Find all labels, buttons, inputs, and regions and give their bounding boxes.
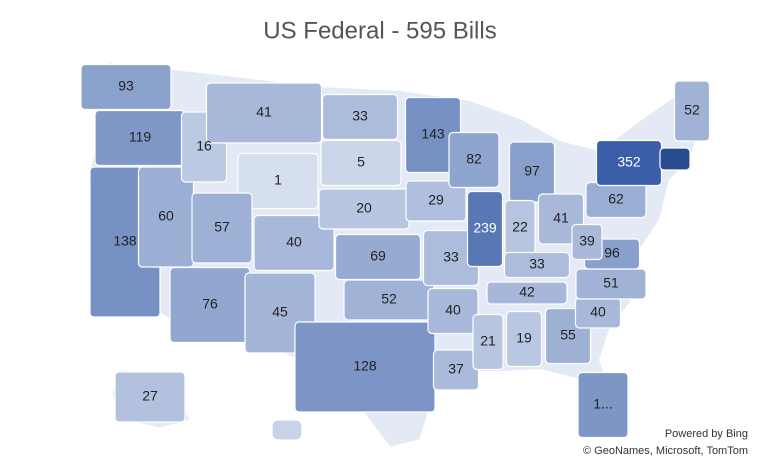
state bbox=[503, 251, 571, 279]
state-label: 352 bbox=[617, 154, 641, 170]
state-label: 60 bbox=[158, 208, 174, 224]
state-label: 143 bbox=[421, 126, 445, 142]
state-label: 40 bbox=[286, 234, 302, 250]
state-label: 97 bbox=[524, 163, 540, 179]
state-label: 40 bbox=[445, 302, 461, 318]
state-label: 41 bbox=[553, 210, 569, 226]
state-label: 39 bbox=[579, 233, 595, 249]
state-label: 19 bbox=[516, 330, 532, 346]
state bbox=[673, 80, 711, 142]
state-label: 33 bbox=[529, 256, 545, 272]
state-label: 42 bbox=[519, 284, 535, 300]
state-label: 33 bbox=[443, 249, 459, 265]
state-label: 29 bbox=[428, 192, 444, 208]
state-label: 16 bbox=[196, 138, 212, 154]
state-label: 21 bbox=[480, 333, 496, 349]
state-label: 41 bbox=[256, 104, 272, 120]
state-label: 1... bbox=[593, 396, 612, 412]
state bbox=[427, 287, 479, 335]
state-label: 20 bbox=[356, 200, 372, 216]
credit: Powered by Bing bbox=[665, 428, 748, 440]
state-label: 51 bbox=[603, 275, 619, 291]
state-label: 33 bbox=[352, 108, 368, 124]
hawaii bbox=[271, 419, 303, 441]
state bbox=[321, 93, 399, 141]
us-outline bbox=[80, 60, 712, 450]
state-label: 119 bbox=[129, 129, 152, 145]
state-label: 45 bbox=[272, 304, 288, 320]
state-label: 52 bbox=[381, 291, 397, 307]
massachusetts bbox=[659, 147, 691, 171]
state-label: 55 bbox=[560, 327, 576, 343]
state-label: 57 bbox=[214, 219, 230, 235]
state-label: 239 bbox=[473, 220, 497, 236]
state bbox=[80, 63, 172, 111]
state bbox=[486, 281, 568, 305]
state-label: 40 bbox=[590, 304, 606, 320]
state-label: 96 bbox=[604, 245, 620, 261]
map-title: US Federal - 595 Bills bbox=[263, 17, 496, 44]
state-label: 128 bbox=[353, 358, 377, 374]
state bbox=[191, 192, 253, 264]
state-label: 27 bbox=[142, 388, 158, 404]
state bbox=[505, 310, 543, 368]
state bbox=[405, 180, 467, 222]
state bbox=[237, 152, 319, 210]
state bbox=[466, 190, 504, 268]
states bbox=[80, 63, 711, 439]
state-label: 1 bbox=[274, 172, 282, 188]
state-label: 76 bbox=[202, 296, 218, 312]
state-label: 52 bbox=[684, 102, 700, 118]
state bbox=[205, 82, 323, 144]
state-label: 62 bbox=[608, 191, 624, 207]
state bbox=[253, 214, 335, 272]
state-label: 22 bbox=[512, 219, 528, 235]
state bbox=[571, 223, 603, 261]
state-label: 138 bbox=[113, 233, 137, 249]
state bbox=[472, 313, 504, 371]
state bbox=[448, 131, 500, 189]
state bbox=[114, 371, 186, 423]
state-label: 5 bbox=[357, 154, 365, 170]
state-label: 37 bbox=[448, 361, 464, 377]
state bbox=[577, 371, 629, 439]
credit: © GeoNames, Microsoft, TomTom bbox=[583, 445, 748, 457]
state bbox=[320, 139, 402, 187]
state-label: 82 bbox=[466, 151, 482, 167]
state-label: 69 bbox=[370, 248, 386, 264]
state-label: 93 bbox=[118, 78, 134, 94]
